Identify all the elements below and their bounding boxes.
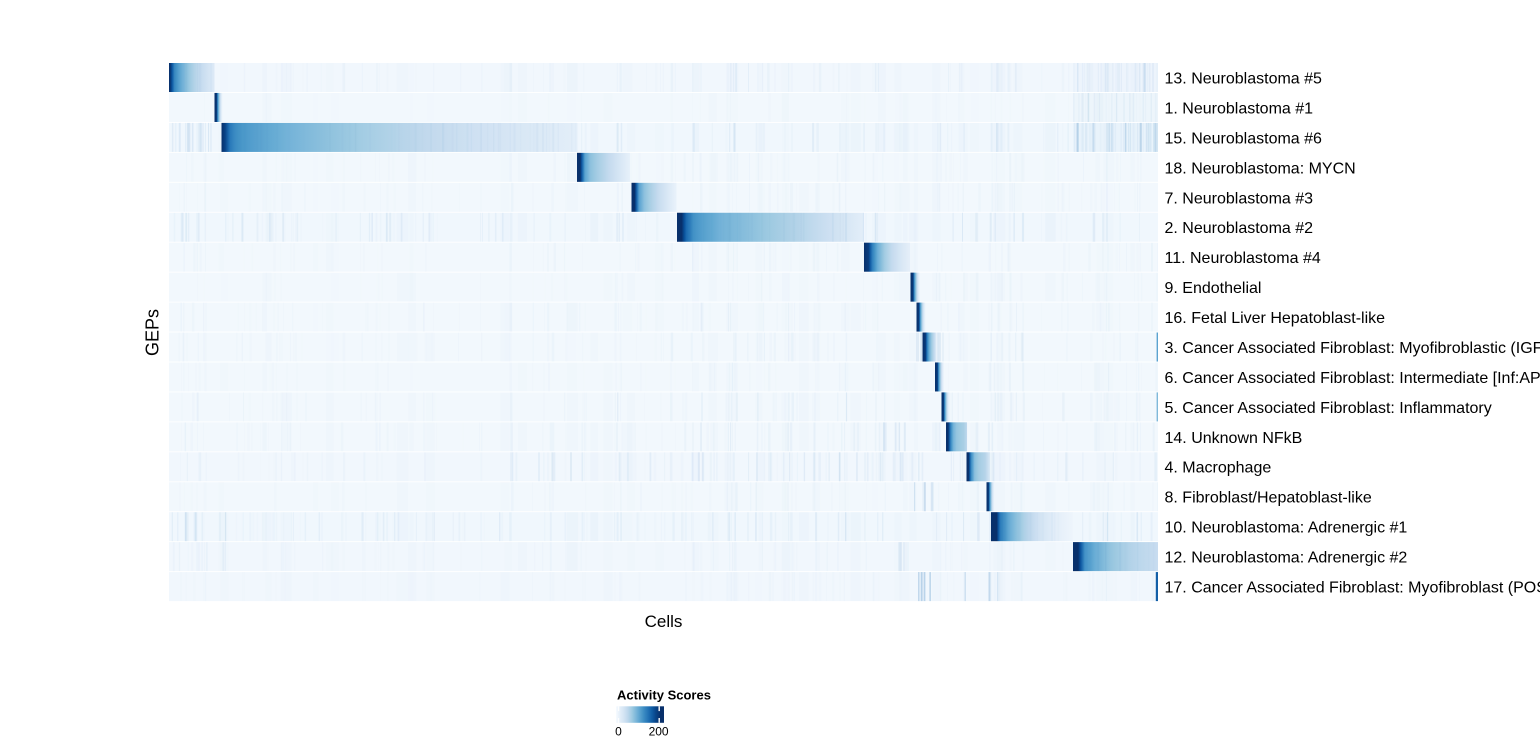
svg-text:18. Neuroblastoma: MYCN: 18. Neuroblastoma: MYCN: [1165, 160, 1356, 177]
svg-text:16. Fetal Liver Hepatoblast-li: 16. Fetal Liver Hepatoblast-like: [1165, 310, 1386, 327]
svg-text:3. Cancer Associated Fibroblas: 3. Cancer Associated Fibroblast: Myofibr…: [1165, 340, 1540, 357]
svg-text:11. Neuroblastoma #4: 11. Neuroblastoma #4: [1165, 250, 1321, 267]
svg-text:7. Neuroblastoma #3: 7. Neuroblastoma #3: [1165, 190, 1314, 207]
svg-text:6. Cancer Associated Fibroblas: 6. Cancer Associated Fibroblast: Interme…: [1165, 370, 1540, 387]
svg-text:0: 0: [615, 725, 622, 739]
svg-text:2. Neuroblastoma #2: 2. Neuroblastoma #2: [1165, 220, 1314, 237]
svg-text:1. Neuroblastoma #1: 1. Neuroblastoma #1: [1165, 100, 1314, 117]
svg-text:Cells: Cells: [645, 612, 683, 631]
svg-text:15. Neuroblastoma #6: 15. Neuroblastoma #6: [1165, 130, 1323, 147]
svg-text:14. Unknown NFkB: 14. Unknown NFkB: [1165, 430, 1303, 447]
svg-text:Activity Scores: Activity Scores: [617, 688, 711, 703]
svg-text:12. Neuroblastoma: Adrenergic: 12. Neuroblastoma: Adrenergic #2: [1165, 550, 1408, 567]
svg-text:4. Macrophage: 4. Macrophage: [1165, 460, 1272, 477]
svg-text:8. Fibroblast/Hepatoblast-like: 8. Fibroblast/Hepatoblast-like: [1165, 490, 1372, 507]
svg-text:200: 200: [649, 725, 669, 739]
svg-text:5. Cancer Associated Fibroblas: 5. Cancer Associated Fibroblast: Inflamm…: [1165, 400, 1492, 417]
svg-text:9. Endothelial: 9. Endothelial: [1165, 280, 1262, 297]
svg-text:10. Neuroblastoma: Adrenergic: 10. Neuroblastoma: Adrenergic #1: [1165, 520, 1408, 537]
svg-text:GEPs: GEPs: [143, 309, 163, 356]
svg-text:17. Cancer Associated Fibrobla: 17. Cancer Associated Fibroblast: Myofib…: [1165, 579, 1540, 596]
svg-text:13. Neuroblastoma #5: 13. Neuroblastoma #5: [1165, 70, 1323, 87]
